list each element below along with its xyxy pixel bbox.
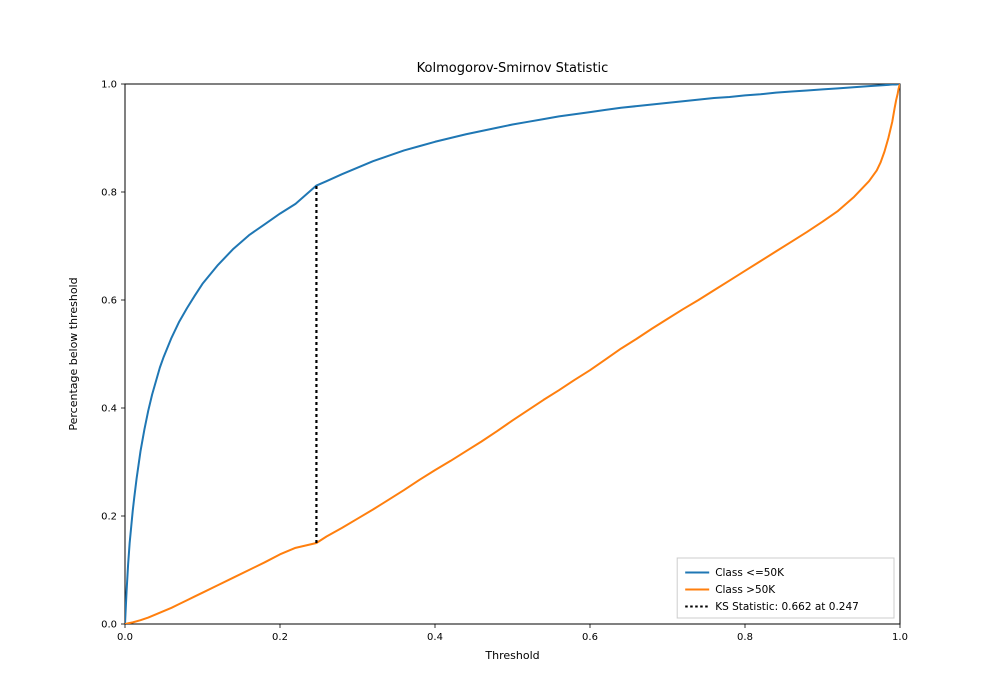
y-tick-label: 1.0 — [101, 80, 117, 91]
x-tick-label: 0.2 — [272, 632, 288, 643]
y-tick-label: 0.0 — [101, 620, 117, 631]
chart-container: 0.0 0.2 0.4 0.6 0.8 1.0 0.0 0.2 0.4 0.6 0.8 1.0 Thre… — [0, 0, 1000, 700]
chart-title: Kolmogorov-Smirnov Statistic — [417, 61, 609, 76]
y-tick-label: 0.4 — [101, 404, 117, 415]
legend-label: Class >50K — [715, 584, 776, 596]
x-axis-label: Threshold — [484, 649, 539, 662]
legend-label: Class <=50K — [715, 567, 785, 579]
x-tick-label: 0.4 — [427, 632, 443, 643]
x-tick-label: 0.8 — [737, 632, 753, 643]
y-tick-label: 0.8 — [101, 188, 117, 199]
y-tick-label: 0.6 — [101, 296, 117, 307]
y-tick-label: 0.2 — [101, 512, 117, 523]
x-tick-label: 0.0 — [117, 632, 133, 643]
ks-statistic-chart: 0.0 0.2 0.4 0.6 0.8 1.0 0.0 0.2 0.4 0.6 0.8 1.0 Thre… — [0, 0, 1000, 700]
x-tick-label: 0.6 — [582, 632, 598, 643]
legend-label: KS Statistic: 0.662 at 0.247 — [715, 601, 859, 613]
y-axis-label: Percentage below threshold — [67, 277, 80, 430]
x-tick-label: 1.0 — [892, 632, 908, 643]
legend: Class <=50K Class >50K KS Statistic: 0.662… — [677, 558, 894, 618]
